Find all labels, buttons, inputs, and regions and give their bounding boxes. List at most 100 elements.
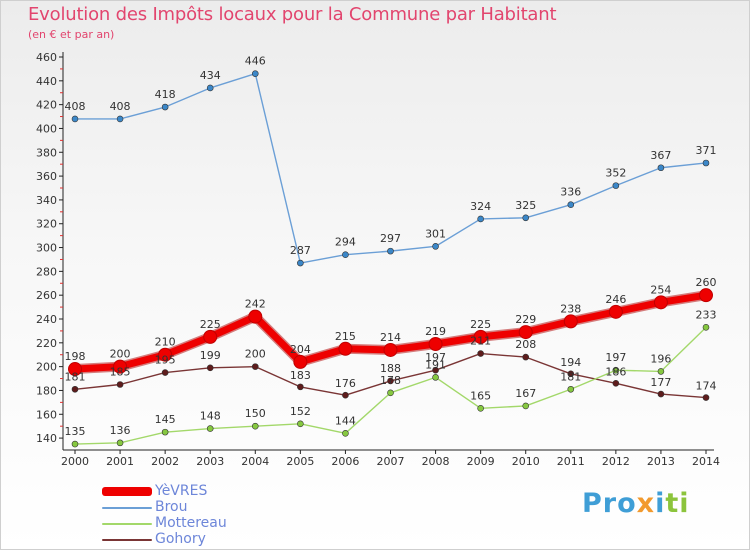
y-tick-label: 320 <box>36 218 57 231</box>
data-label-yvres: 219 <box>425 325 446 338</box>
y-tick-label: 460 <box>36 51 57 64</box>
data-point-mottereau <box>612 366 620 374</box>
y-tick-label: 140 <box>36 432 57 445</box>
data-point-yvres <box>699 288 713 303</box>
data-point-yvres <box>653 295 668 310</box>
data-label-mottereau: 197 <box>605 351 626 364</box>
data-label-brou: 408 <box>65 100 86 113</box>
data-label-gohory: 176 <box>335 377 356 390</box>
data-label-mottereau: 196 <box>650 352 671 365</box>
data-label-mottereau: 191 <box>425 358 446 371</box>
data-point-gohory <box>297 383 304 391</box>
legend-swatch-gohory <box>102 539 152 541</box>
data-point-yvres <box>248 309 263 324</box>
y-tick-label: 180 <box>36 384 57 397</box>
data-label-mottereau: 233 <box>696 308 717 321</box>
data-label-yvres: 225 <box>200 318 221 331</box>
data-label-mottereau: 167 <box>515 387 536 400</box>
data-point-gohory <box>116 381 124 388</box>
x-tick-label: 2006 <box>331 455 359 468</box>
data-point-brou <box>206 84 214 92</box>
data-label-yvres: 254 <box>650 283 671 296</box>
data-point-brou <box>116 115 124 123</box>
data-point-brou <box>567 201 575 208</box>
x-tick-label: 2010 <box>512 455 540 468</box>
data-point-gohory <box>702 394 710 401</box>
data-label-yvres: 210 <box>155 336 176 349</box>
data-point-gohory <box>161 369 169 376</box>
data-point-mottereau <box>206 425 214 432</box>
y-tick-label: 360 <box>36 170 57 183</box>
x-tick-label: 2003 <box>196 455 224 468</box>
data-point-yvres <box>158 347 173 362</box>
data-point-mottereau <box>342 430 349 437</box>
data-point-yvres <box>473 329 488 344</box>
data-label-gohory: 177 <box>650 376 671 389</box>
y-tick-label: 200 <box>36 361 57 374</box>
data-label-brou: 325 <box>515 199 536 212</box>
data-label-brou: 367 <box>650 149 671 162</box>
data-label-yvres: 204 <box>290 343 311 356</box>
x-tick-label: 2005 <box>286 455 314 468</box>
data-label-brou: 294 <box>335 236 356 249</box>
y-tick-label: 260 <box>36 289 57 302</box>
data-label-mottereau: 135 <box>65 425 86 438</box>
data-label-gohory: 195 <box>155 354 176 367</box>
legend-label-gohory: Gohory <box>155 531 206 547</box>
chart-title: Evolution des Impôts locaux pour la Comm… <box>28 4 557 25</box>
data-point-brou <box>477 215 484 223</box>
data-label-yvres: 198 <box>65 350 86 363</box>
x-tick-label: 2011 <box>557 455 585 468</box>
y-tick-label: 160 <box>36 408 57 421</box>
data-point-brou <box>522 214 530 222</box>
data-point-mottereau <box>432 374 439 381</box>
y-tick-label: 280 <box>36 265 57 278</box>
data-label-gohory: 183 <box>290 369 311 382</box>
data-label-gohory: 200 <box>245 348 266 361</box>
data-label-mottereau: 178 <box>380 374 401 387</box>
data-label-gohory: 188 <box>380 362 401 375</box>
data-point-brou <box>297 259 304 267</box>
data-label-yvres: 214 <box>380 331 401 344</box>
data-label-mottereau: 181 <box>560 370 581 383</box>
data-point-brou <box>161 103 169 111</box>
data-label-yvres: 246 <box>605 293 626 306</box>
data-point-mottereau <box>657 368 665 375</box>
data-point-yvres <box>68 362 82 377</box>
data-point-gohory <box>477 350 484 357</box>
data-point-mottereau <box>387 389 394 397</box>
data-label-gohory: 197 <box>425 351 446 364</box>
data-label-mottereau: 145 <box>155 413 176 426</box>
data-label-brou: 336 <box>560 186 581 199</box>
data-label-brou: 418 <box>155 88 176 101</box>
data-label-mottereau: 136 <box>110 424 131 437</box>
data-label-mottereau: 144 <box>335 414 356 427</box>
data-label-brou: 446 <box>245 55 266 68</box>
data-label-brou: 301 <box>425 227 446 240</box>
data-point-yvres <box>113 359 128 374</box>
data-point-yvres <box>383 342 398 357</box>
y-tick-label: 440 <box>36 75 57 88</box>
data-point-brou <box>432 243 439 250</box>
data-label-brou: 434 <box>200 69 221 82</box>
data-label-gohory: 211 <box>470 335 491 348</box>
data-label-gohory: 181 <box>65 370 86 383</box>
legend-label-yevres: YèVRES <box>155 483 208 499</box>
data-label-mottereau: 152 <box>290 405 311 418</box>
data-label-gohory: 199 <box>200 349 221 362</box>
y-tick-label: 340 <box>36 194 57 207</box>
x-tick-label: 2008 <box>422 455 450 468</box>
legend-swatch-brou <box>102 507 152 509</box>
data-point-brou <box>251 70 259 77</box>
data-label-gohory: 208 <box>515 338 536 351</box>
data-label-brou: 371 <box>696 144 717 157</box>
y-tick-label: 420 <box>36 99 57 112</box>
data-point-brou <box>71 115 79 123</box>
x-tick-label: 2012 <box>602 455 630 468</box>
x-tick-label: 2007 <box>377 455 405 468</box>
data-label-gohory: 194 <box>560 356 581 369</box>
data-point-gohory <box>567 370 575 378</box>
data-point-mottereau <box>116 439 124 447</box>
data-point-mottereau <box>161 428 169 436</box>
